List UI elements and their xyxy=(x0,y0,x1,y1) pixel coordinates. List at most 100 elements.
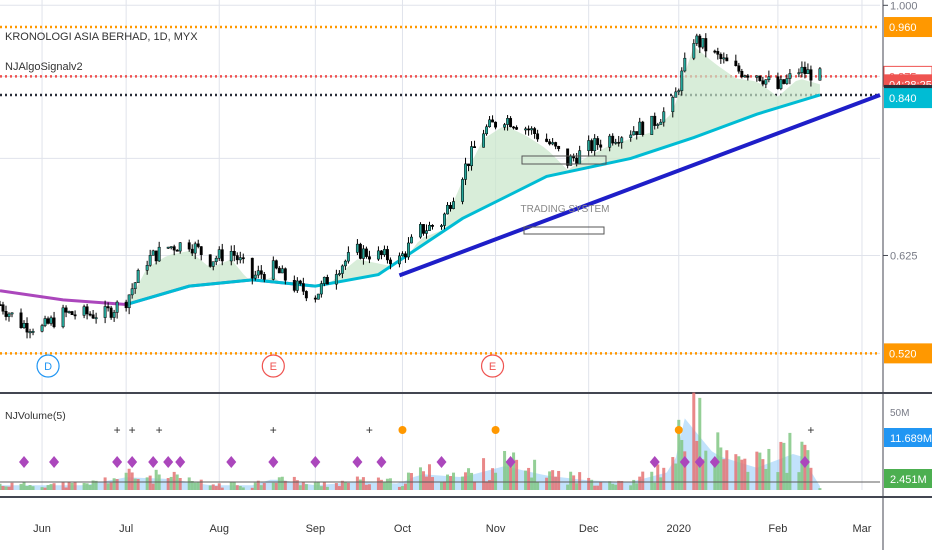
volume-bar xyxy=(358,479,362,490)
volume-bar xyxy=(382,481,386,490)
volume-bar xyxy=(112,478,116,490)
event-marker-e[interactable] xyxy=(480,354,505,378)
candle-up xyxy=(503,124,507,128)
trendline[interactable] xyxy=(398,93,881,278)
candle-up xyxy=(346,252,350,262)
volume-bar xyxy=(94,480,98,490)
candle-down xyxy=(515,127,519,130)
candle-down xyxy=(725,57,729,62)
event-marker-letter: E xyxy=(489,361,496,373)
volume-bar xyxy=(1,485,5,490)
candle-down xyxy=(232,250,236,256)
volume-bar xyxy=(575,483,579,490)
volume-bar xyxy=(701,459,705,490)
volume-bar xyxy=(806,450,810,490)
candle-down xyxy=(533,128,537,134)
candles xyxy=(0,33,822,339)
volume-bar xyxy=(154,469,158,490)
volume-plus-marker: + xyxy=(270,423,277,437)
candle-down xyxy=(473,146,476,148)
volume-bar xyxy=(259,485,263,490)
candle-up xyxy=(722,57,726,60)
candle-down xyxy=(782,79,786,84)
candle-down xyxy=(235,255,239,261)
volume-bar xyxy=(713,460,717,490)
candle-up xyxy=(343,260,347,267)
candle-down xyxy=(512,126,516,129)
volume-bar xyxy=(418,467,422,490)
candle-up xyxy=(322,276,326,284)
candle-up xyxy=(82,306,86,316)
volume-bar xyxy=(764,468,768,490)
volume-bar xyxy=(788,432,792,490)
volume-plus-marker: + xyxy=(807,423,814,437)
volume-bar xyxy=(25,485,29,490)
candle-up xyxy=(614,141,618,144)
volume-plus-marker: + xyxy=(156,423,163,437)
volume-bar xyxy=(659,477,663,490)
candle-up xyxy=(376,250,380,260)
volume-bar xyxy=(485,481,489,490)
volume-bar xyxy=(569,471,573,490)
event-marker-d[interactable] xyxy=(36,354,60,378)
candle-down xyxy=(509,118,513,128)
x-tick-label: Sep xyxy=(306,523,326,535)
volume-bar xyxy=(133,478,137,490)
candle-up xyxy=(127,294,131,309)
volume-bar xyxy=(52,483,56,490)
candle-up xyxy=(28,331,32,334)
candle-up xyxy=(256,270,260,276)
candle-down xyxy=(85,306,89,315)
volume-bar xyxy=(298,485,302,490)
volume-bar xyxy=(229,481,233,490)
volume-bar xyxy=(650,471,654,490)
volume-bar xyxy=(253,482,257,490)
volume-bar xyxy=(319,486,323,490)
volume-bar xyxy=(82,482,86,490)
volume-bar xyxy=(674,463,678,490)
candle-down xyxy=(698,35,702,48)
volume-last-tag: 2.451M xyxy=(890,474,927,486)
x-tick-label: Aug xyxy=(209,523,229,535)
volume-bar xyxy=(241,487,245,490)
candle-down xyxy=(364,248,368,257)
candle-up xyxy=(656,124,660,126)
x-tick-label: Nov xyxy=(486,523,506,535)
candle-up xyxy=(743,75,747,78)
volume-bar xyxy=(719,447,723,490)
horizontal-levels xyxy=(0,25,880,355)
candle-up xyxy=(470,146,473,167)
candle-up xyxy=(22,322,26,329)
volume-bar xyxy=(130,472,134,490)
volume-bar xyxy=(91,480,95,490)
volume-bar xyxy=(106,483,110,490)
candle-up xyxy=(452,201,455,209)
volume-bar xyxy=(280,476,284,490)
volume-bar xyxy=(614,484,618,490)
candle-up xyxy=(49,317,53,324)
candle-down xyxy=(283,268,287,281)
price-axis[interactable]: 1.000 0.625 xyxy=(883,0,918,262)
candle-down xyxy=(91,314,95,319)
event-marker-e[interactable] xyxy=(261,354,285,378)
volume-bar xyxy=(304,484,308,490)
volume-bar xyxy=(557,470,561,490)
candle-up xyxy=(485,126,489,135)
volume-bar xyxy=(692,392,696,490)
candle-down xyxy=(367,256,371,260)
candle-down xyxy=(527,128,531,131)
volume-bar xyxy=(725,450,729,490)
candle-up xyxy=(785,78,789,84)
volume-bar xyxy=(424,476,428,490)
candle-down xyxy=(590,140,594,151)
candle-down xyxy=(575,157,579,164)
volume-bar xyxy=(430,477,434,490)
candle-up xyxy=(316,293,320,300)
candle-down xyxy=(641,121,645,135)
volume-bar xyxy=(596,485,600,490)
candle-up xyxy=(464,163,467,180)
candle-up xyxy=(506,118,510,125)
